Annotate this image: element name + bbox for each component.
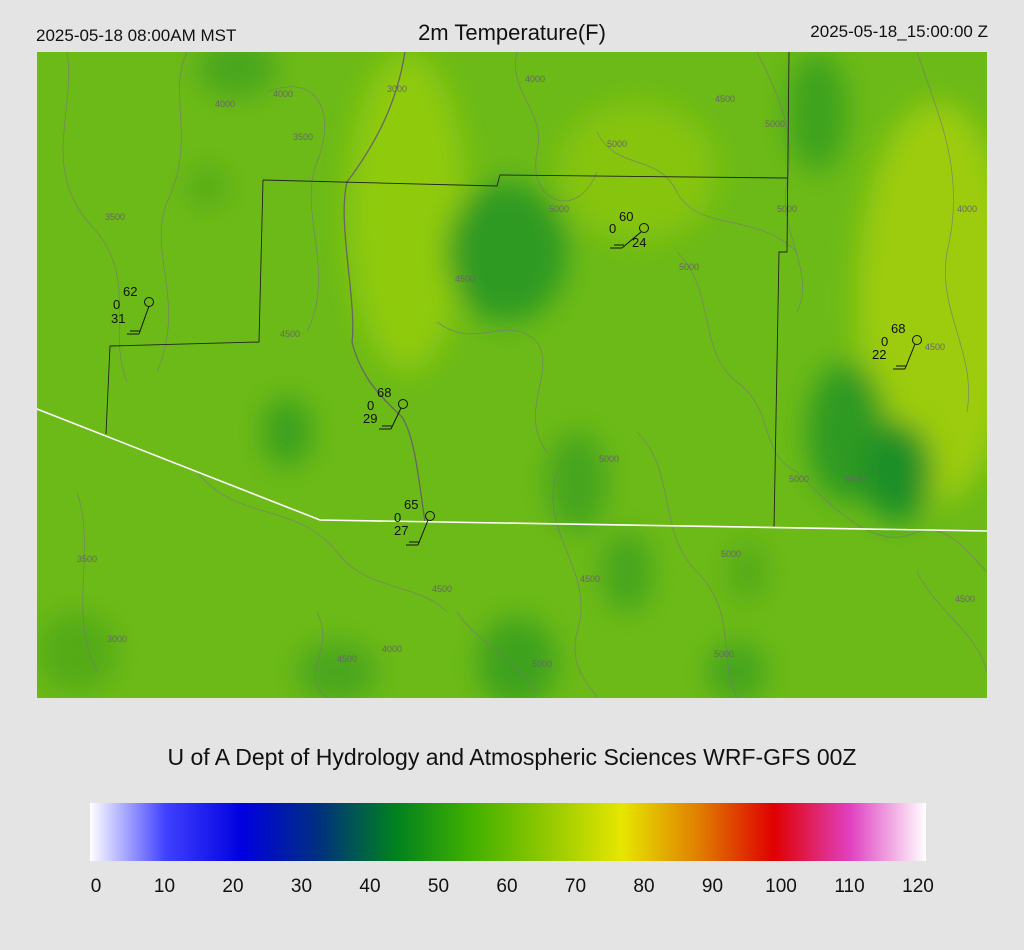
river (343, 52, 426, 523)
svg-text:4500: 4500 (280, 329, 300, 339)
colorbar (90, 803, 926, 861)
station-plot[interactable]: 68 0 29 (363, 385, 408, 430)
station-wind: 0 (394, 510, 401, 525)
map-title: 2m Temperature(F) (418, 20, 606, 45)
station-marker (639, 223, 649, 233)
colorbar-tick-label: 120 (902, 876, 934, 897)
svg-text:5000: 5000 (532, 659, 552, 669)
colorbar-tick-label: 10 (153, 876, 176, 897)
county-boundaries (105, 52, 790, 529)
svg-text:5000: 5000 (714, 649, 734, 659)
colorbar-tick-label: 90 (701, 876, 724, 897)
svg-text:4500: 4500 (925, 342, 945, 352)
wind-barb-icon (127, 305, 150, 335)
colorbar-tick-label: 30 (290, 876, 313, 897)
station-temperature: 68 (891, 321, 905, 336)
station-dewpoint: 24 (632, 235, 646, 250)
station-marker (425, 511, 435, 521)
svg-text:5000: 5000 (599, 454, 619, 464)
colorbar-tick-label: 40 (359, 876, 381, 897)
station-plot[interactable]: 60 0 24 (609, 209, 649, 250)
svg-text:5000: 5000 (845, 474, 865, 484)
station-dewpoint: 31 (111, 311, 125, 326)
station-plot[interactable]: 62 0 31 (111, 284, 154, 335)
colorbar-tick-label: 60 (496, 876, 518, 897)
colorbar-tick-label: 50 (427, 876, 450, 897)
elevation-contours (62, 52, 987, 698)
colorbar-tick-label: 100 (765, 876, 797, 897)
station-temperature: 65 (404, 497, 418, 512)
svg-text:3000: 3000 (107, 634, 127, 644)
svg-text:4500: 4500 (715, 94, 735, 104)
svg-text:3500: 3500 (293, 132, 313, 142)
colorbar-tick-label: 20 (222, 876, 244, 897)
wind-barb-icon (893, 343, 916, 370)
station-dewpoint: 27 (394, 523, 408, 538)
svg-text:5000: 5000 (679, 262, 699, 272)
svg-text:4500: 4500 (337, 654, 357, 664)
station-plot[interactable]: 65 0 27 (394, 497, 435, 546)
wind-barb-icon (610, 231, 642, 249)
svg-text:4500: 4500 (455, 274, 475, 284)
station-marker (398, 399, 408, 409)
svg-text:4000: 4000 (525, 74, 545, 84)
station-marker (912, 335, 922, 345)
station-wind: 0 (609, 221, 616, 236)
svg-text:4000: 4000 (215, 99, 235, 109)
colorbar-tick-label: 110 (834, 876, 865, 897)
valid-utc-time: 2025-05-18_15:00:00 Z (810, 22, 988, 41)
svg-text:3500: 3500 (105, 212, 125, 222)
svg-text:5000: 5000 (549, 204, 569, 214)
svg-text:4500: 4500 (955, 594, 975, 604)
svg-text:4000: 4000 (382, 644, 402, 654)
station-temperature: 68 (377, 385, 391, 400)
wind-barb-icon (379, 407, 402, 430)
colorbar-tick-label: 80 (633, 876, 655, 897)
station-wind: 0 (367, 398, 374, 413)
valid-local-time: 2025-05-18 08:00AM MST (36, 26, 237, 45)
svg-text:5000: 5000 (789, 474, 809, 484)
svg-text:5000: 5000 (721, 549, 741, 559)
station-wind: 0 (881, 334, 888, 349)
svg-text:4500: 4500 (580, 574, 600, 584)
station-dewpoint: 29 (363, 411, 377, 426)
international-border (37, 408, 987, 532)
svg-text:4000: 4000 (957, 204, 977, 214)
temperature-shading (37, 52, 987, 698)
wind-barb-icon (406, 519, 429, 546)
colorbar-tick-labels: 0 10 20 30 40 50 60 70 80 90 100 110 120 (0, 876, 1024, 900)
svg-text:5000: 5000 (607, 139, 627, 149)
svg-text:5000: 5000 (765, 119, 785, 129)
colorbar-tick-label: 0 (90, 876, 102, 897)
svg-text:4000: 4000 (273, 89, 293, 99)
credit-line: U of A Dept of Hydrology and Atmospheric… (167, 744, 857, 770)
station-plot[interactable]: 68 0 22 (872, 321, 922, 370)
svg-text:4500: 4500 (432, 584, 452, 594)
station-temperature: 62 (123, 284, 137, 299)
station-dewpoint: 22 (872, 347, 886, 362)
svg-text:3500: 3500 (77, 554, 97, 564)
temperature-map[interactable]: 4000 4000 3500 3500 3000 4000 5000 4500 … (37, 52, 987, 698)
station-wind: 0 (113, 297, 120, 312)
station-temperature: 60 (619, 209, 633, 224)
colorbar-tick-label: 70 (564, 876, 587, 897)
